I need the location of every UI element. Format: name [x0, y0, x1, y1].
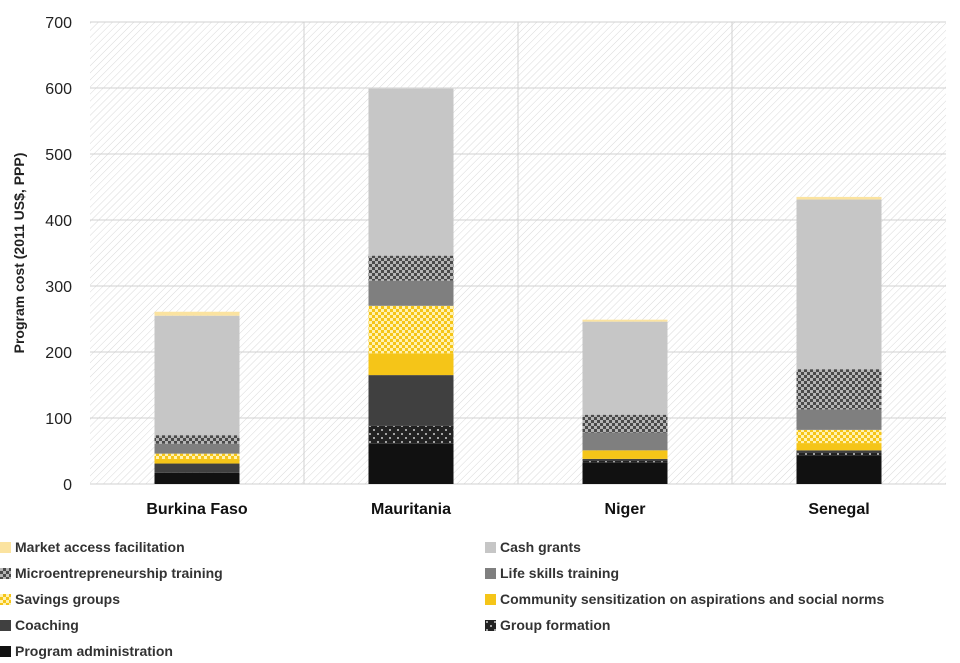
legend-swatch — [485, 593, 496, 605]
y-tick-label: 100 — [45, 411, 72, 428]
bar-segment — [582, 450, 668, 459]
bar-segment — [154, 311, 240, 316]
bar-segment — [154, 443, 240, 454]
x-axis-categories: Burkina Faso Mauritania Niger Senegal — [146, 501, 869, 518]
y-tick-label: 200 — [45, 345, 72, 362]
bar-segment — [368, 375, 454, 426]
legend-swatch — [485, 541, 496, 553]
legend-item: Market access facilitation — [0, 537, 185, 557]
x-category-label: Niger — [605, 501, 646, 518]
bar-segment — [154, 458, 240, 464]
y-tick-label: 0 — [63, 477, 72, 494]
y-tick-label: 400 — [45, 213, 72, 230]
legend-item: Coaching — [0, 615, 79, 635]
bar-segment — [796, 443, 882, 451]
legend-label: Coaching — [15, 617, 79, 633]
bar-segment — [796, 429, 882, 444]
x-category-label: Burkina Faso — [146, 501, 248, 518]
legend-item: Group formation — [485, 615, 610, 635]
bar-segment — [582, 462, 668, 484]
legend-item: Cash grants — [485, 537, 581, 557]
legend-label: Group formation — [500, 617, 611, 633]
legend-label: Market access facilitation — [15, 539, 185, 555]
bar-segment — [796, 199, 882, 370]
bar-segment — [796, 409, 882, 430]
stacked-bar-chart: 0 100 200 300 400 500 600 700 Burkina Faso Mauri… — [11, 15, 946, 518]
bar-segment — [368, 305, 454, 354]
x-category-label: Mauritania — [371, 501, 451, 518]
legend-item: Savings groups — [0, 589, 120, 609]
bar-segment — [582, 432, 668, 451]
bar-segment — [796, 455, 882, 484]
legend-label: Community sensitization on aspirations a… — [500, 591, 885, 607]
bar-segment — [368, 88, 454, 256]
legend-item: Microentrepreneurship training — [0, 563, 223, 583]
bar-segment — [368, 280, 454, 306]
y-tick-label: 500 — [45, 147, 72, 164]
y-axis-ticks: 0 100 200 300 400 500 600 700 — [45, 15, 72, 494]
legend-item: Program administration — [0, 641, 173, 661]
bar-segment — [368, 353, 454, 376]
legend-swatch — [0, 619, 11, 631]
legend-swatch — [0, 645, 11, 657]
bar-segment — [154, 472, 240, 484]
y-tick-label: 300 — [45, 279, 72, 296]
x-category-label: Senegal — [808, 501, 869, 518]
bar-segment — [154, 435, 240, 444]
legend-swatch — [0, 593, 11, 605]
y-tick-label: 600 — [45, 81, 72, 98]
legend: Market access facilitation Cash grants Mic… — [0, 536, 960, 663]
legend-label: Microentrepreneurship training — [15, 565, 223, 581]
bar-segment — [582, 414, 668, 433]
bar-segment — [154, 472, 240, 473]
bar-segment — [582, 458, 668, 461]
legend-label: Savings groups — [15, 591, 121, 607]
legend-label: Life skills training — [500, 565, 620, 581]
legend-swatch — [0, 567, 11, 579]
y-tick-label: 700 — [45, 15, 72, 32]
bar-segment — [368, 443, 454, 484]
legend-label: Program administration — [15, 643, 173, 659]
bar-segment — [368, 425, 454, 444]
legend-label: Cash grants — [500, 539, 581, 555]
legend-swatch — [485, 619, 496, 631]
bar-segment — [154, 463, 240, 473]
bar-segment — [582, 460, 668, 463]
bar-segment — [368, 255, 454, 281]
legend-swatch — [0, 541, 11, 553]
y-axis-label: Program cost (2011 US$, PPP) — [11, 153, 27, 354]
legend-item: Life skills training — [485, 563, 619, 583]
bars — [154, 88, 882, 484]
bar-segment — [796, 369, 882, 410]
legend-item: Community sensitization on aspirations a… — [485, 589, 884, 609]
bar-segment — [796, 196, 882, 200]
bar-segment — [796, 452, 882, 456]
legend-swatch — [485, 567, 496, 579]
bar-segment — [796, 450, 882, 453]
bar-segment — [582, 319, 668, 322]
bar-segment — [154, 315, 240, 436]
bar-segment — [582, 321, 668, 415]
bar-segment — [154, 453, 240, 459]
